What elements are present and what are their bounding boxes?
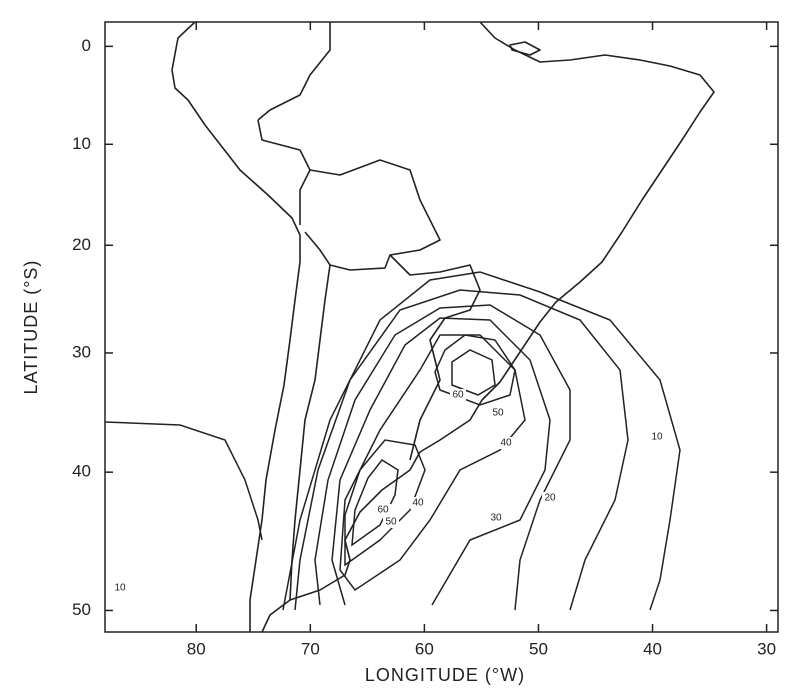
border	[304, 159, 441, 271]
x-tick-label: 70	[301, 639, 320, 658]
contour-label: 60	[377, 505, 389, 516]
contour-label-bg	[383, 516, 399, 528]
contour-label: 20	[544, 493, 556, 504]
contour-label: 40	[500, 438, 512, 449]
contour	[344, 439, 426, 567]
contour	[351, 459, 399, 547]
coastlines	[171, 21, 715, 633]
contour-label-bg	[488, 512, 504, 524]
contour	[104, 421, 263, 541]
border	[257, 119, 311, 225]
contour-label-bg	[542, 492, 558, 504]
border	[289, 264, 331, 601]
contour-label-bg	[375, 504, 391, 516]
y-tick-label: 10	[72, 134, 91, 153]
contour-label: 30	[490, 513, 502, 524]
x-tick-label: 40	[643, 639, 662, 658]
contour	[282, 271, 681, 611]
contour-label: 10	[651, 432, 663, 443]
coastline	[261, 21, 715, 633]
contour-label: 40	[412, 498, 424, 509]
contour-label: 60	[452, 390, 464, 401]
contour	[339, 334, 526, 592]
y-tick-label: 30	[72, 342, 91, 361]
contour-label-bg	[490, 407, 506, 419]
y-axis-label: LATITUDE (°S)	[21, 260, 41, 395]
contour-label-bg	[450, 389, 466, 401]
plot-frame	[104, 21, 779, 633]
x-tick-label: 30	[757, 639, 776, 658]
border	[389, 254, 481, 461]
y-tick-label: 0	[82, 36, 91, 55]
contour	[451, 349, 496, 396]
contour-label-bg	[649, 431, 665, 443]
contour	[331, 317, 551, 606]
y-tick-label: 20	[72, 235, 91, 254]
border	[257, 22, 331, 121]
coastline	[509, 41, 541, 56]
x-tick-label: 80	[187, 639, 206, 658]
y-tick-label: 40	[72, 462, 91, 481]
x-axis-label: LONGITUDE (°W)	[365, 665, 525, 685]
x-tick-label: 60	[415, 639, 434, 658]
contour-label: 50	[492, 408, 504, 419]
contours	[104, 271, 681, 611]
contour	[314, 304, 571, 611]
y-tick-label: 50	[72, 600, 91, 619]
contour-label-bg	[498, 437, 514, 449]
contour	[294, 289, 629, 611]
contour-label: 50	[385, 517, 397, 528]
contour	[434, 334, 516, 406]
contour-label-bg	[112, 582, 128, 594]
coastline	[171, 21, 301, 632]
contour-label-bg	[410, 497, 426, 509]
contour-label: 10	[114, 583, 126, 594]
x-tick-label: 50	[529, 639, 548, 658]
